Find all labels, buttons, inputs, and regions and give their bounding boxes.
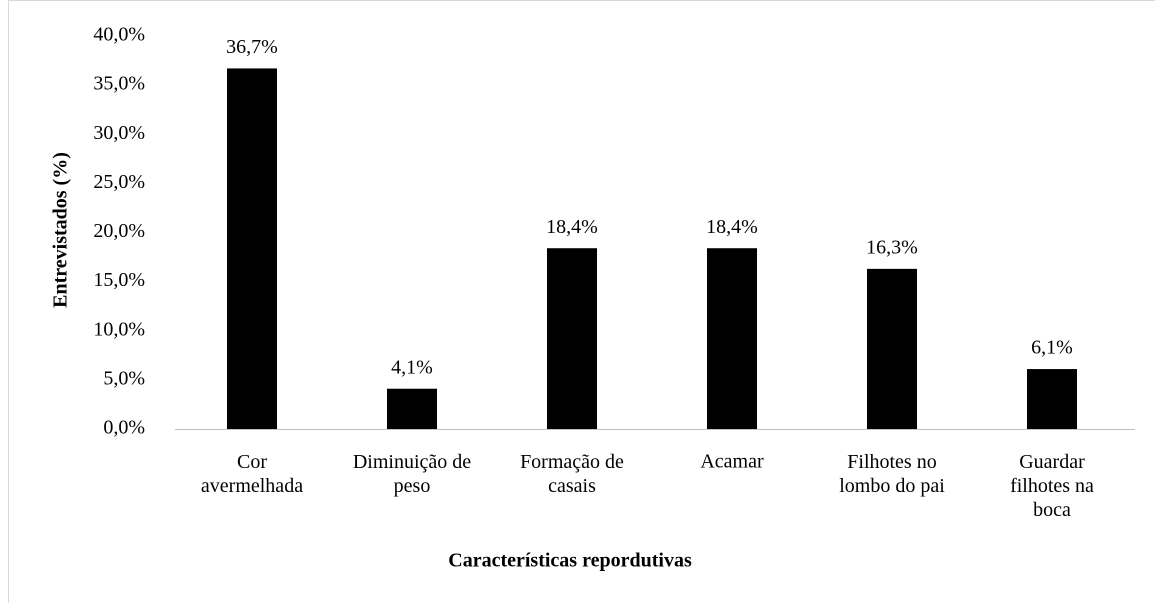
x-tick-label: Filhotes no lombo do pai: [839, 451, 945, 497]
x-tick-label: Guardar filhotes na boca: [1010, 451, 1094, 521]
y-tick-label: 35,0%: [93, 73, 145, 95]
bar: [1027, 369, 1077, 429]
bar: [707, 248, 757, 429]
chart-border: [8, 0, 1155, 603]
y-tick-label: 20,0%: [93, 220, 145, 242]
y-tick-label: 0,0%: [103, 417, 145, 439]
data-label: 18,4%: [546, 216, 598, 238]
data-label: 16,3%: [866, 236, 918, 258]
x-tick-label: Formação de casais: [520, 451, 624, 497]
y-tick-label: 10,0%: [93, 318, 145, 340]
x-axis-title: Características repordutivas: [448, 550, 692, 572]
x-tick-label: Cor avermelhada: [201, 451, 303, 497]
y-tick-label: 30,0%: [93, 122, 145, 144]
data-label: 6,1%: [1031, 337, 1073, 359]
y-tick-label: 25,0%: [93, 171, 145, 193]
y-tick-label: 40,0%: [93, 24, 145, 46]
y-axis-title: Entrevistados (%): [50, 152, 72, 308]
x-tick-label: Diminuição de peso: [353, 451, 471, 497]
bar: [387, 388, 437, 429]
data-label: 18,4%: [706, 216, 758, 238]
y-tick-label: 5,0%: [103, 367, 145, 389]
x-tick-label: Acamar: [700, 451, 764, 473]
bar: [547, 248, 597, 429]
bar: [867, 268, 917, 429]
y-tick-label: 15,0%: [93, 269, 145, 291]
data-label: 4,1%: [391, 356, 433, 378]
data-label: 36,7%: [226, 36, 278, 58]
bar: [227, 68, 277, 430]
